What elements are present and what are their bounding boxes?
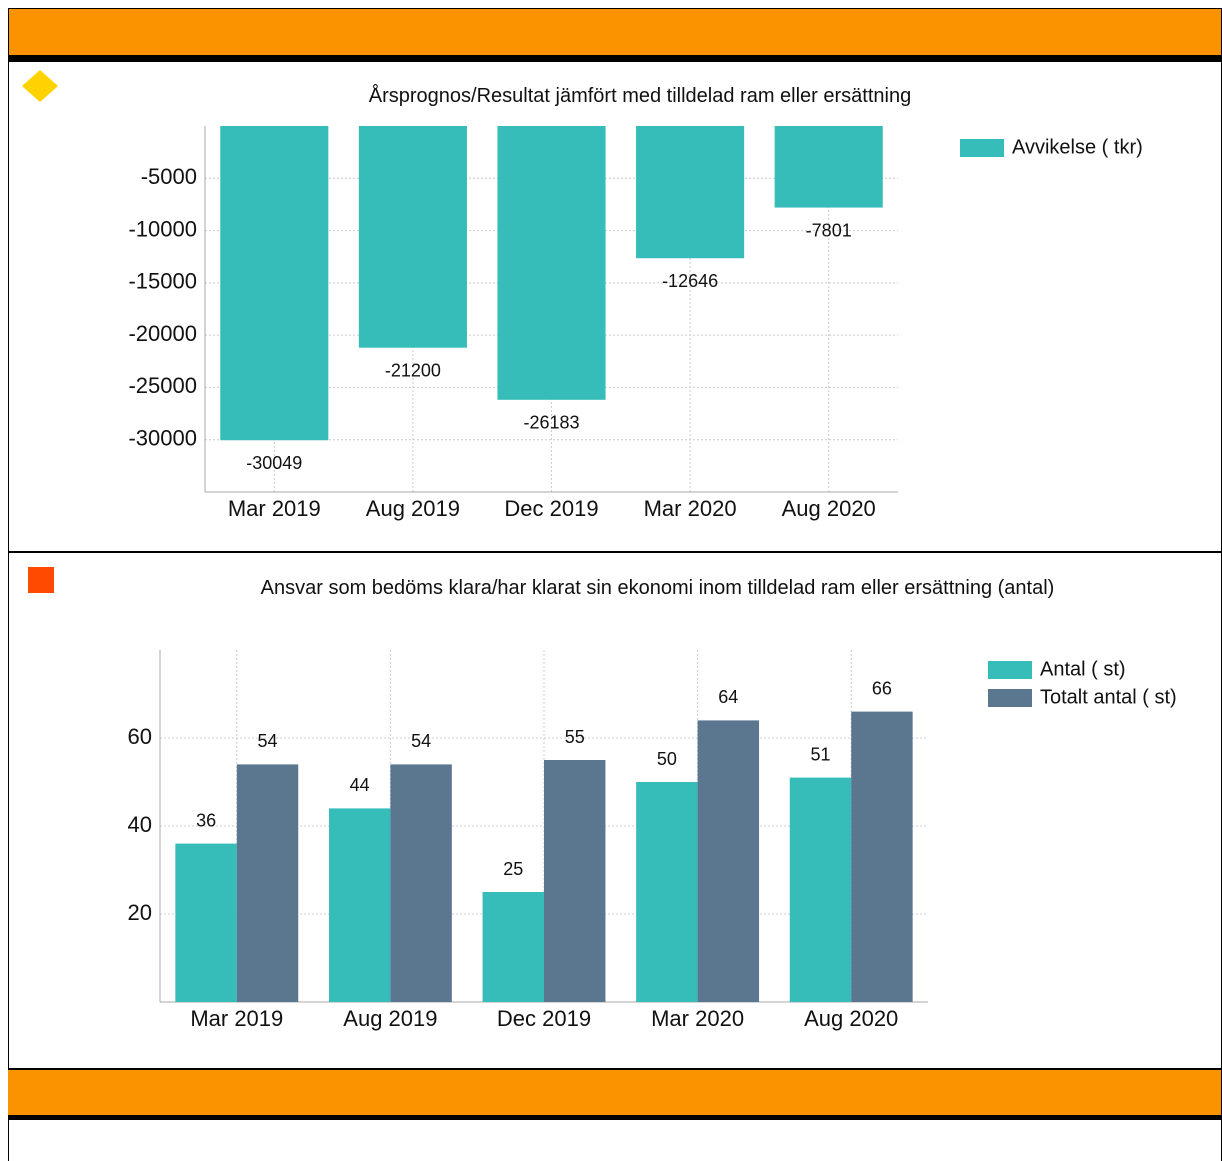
bar <box>851 711 913 1002</box>
y-tick-label: 20 <box>128 900 152 925</box>
x-tick-label: Mar 2020 <box>651 1006 744 1031</box>
data-label: -12646 <box>662 271 718 291</box>
x-tick-label: Mar 2020 <box>644 496 737 521</box>
data-label: 55 <box>565 727 585 747</box>
bar <box>482 892 544 1002</box>
bar <box>697 720 760 1002</box>
data-label: 50 <box>657 749 677 769</box>
data-label: 44 <box>350 775 370 795</box>
bar <box>175 843 237 1002</box>
y-tick-label: -15000 <box>128 269 197 294</box>
x-tick-label: Aug 2020 <box>782 496 876 521</box>
y-tick-label: -10000 <box>128 216 197 241</box>
legend-label: Totalt antal ( st) <box>1040 686 1177 708</box>
x-tick-label: Mar 2019 <box>190 1006 283 1031</box>
y-tick-label: -5000 <box>141 164 197 189</box>
data-label: -7801 <box>806 220 852 240</box>
data-label: 36 <box>196 810 216 830</box>
data-label: 66 <box>872 678 892 698</box>
bar <box>236 764 299 1002</box>
bar <box>328 808 391 1002</box>
data-label: -26183 <box>523 413 579 433</box>
bar <box>358 126 467 348</box>
legend-label: Antal ( st) <box>1040 658 1126 680</box>
legend-swatch <box>960 139 1004 157</box>
bar <box>390 764 452 1002</box>
x-tick-label: Mar 2019 <box>228 496 321 521</box>
bar <box>789 777 852 1002</box>
header-bar <box>8 8 1221 56</box>
data-label: 51 <box>810 744 830 764</box>
bar <box>544 760 606 1002</box>
chart-title: Årsprognos/Resultat jämfört med tilldela… <box>368 85 912 107</box>
bar <box>497 126 606 400</box>
bar <box>636 126 745 259</box>
data-label: 54 <box>258 731 278 751</box>
status-icon <box>22 70 58 102</box>
legend-swatch <box>988 689 1032 707</box>
data-label: 64 <box>718 687 738 707</box>
x-tick-label: Aug 2020 <box>804 1006 898 1031</box>
y-tick-label: -30000 <box>128 426 197 451</box>
y-tick-label: -25000 <box>128 373 197 398</box>
data-label: 25 <box>503 859 523 879</box>
y-tick-label: 40 <box>128 812 152 837</box>
bar <box>774 126 883 208</box>
data-label: -30049 <box>246 453 302 473</box>
chart-title: Ansvar som bedöms klara/har klarat sin e… <box>260 577 1055 599</box>
data-label: -21200 <box>385 360 441 380</box>
legend-swatch <box>988 661 1032 679</box>
x-tick-label: Dec 2019 <box>497 1006 591 1031</box>
x-tick-label: Dec 2019 <box>504 496 598 521</box>
x-tick-label: Aug 2019 <box>343 1006 437 1031</box>
footer-bar <box>8 1070 1221 1116</box>
footer-rule <box>8 1115 1221 1120</box>
y-tick-label: 60 <box>128 724 152 749</box>
header-rule <box>8 55 1221 62</box>
bar <box>636 782 698 1002</box>
x-tick-label: Aug 2019 <box>366 496 460 521</box>
y-tick-label: -20000 <box>128 321 197 346</box>
bar <box>220 126 329 441</box>
status-icon <box>28 567 54 593</box>
data-label: 54 <box>411 731 431 751</box>
legend-label: Avvikelse ( tkr) <box>1012 136 1143 158</box>
